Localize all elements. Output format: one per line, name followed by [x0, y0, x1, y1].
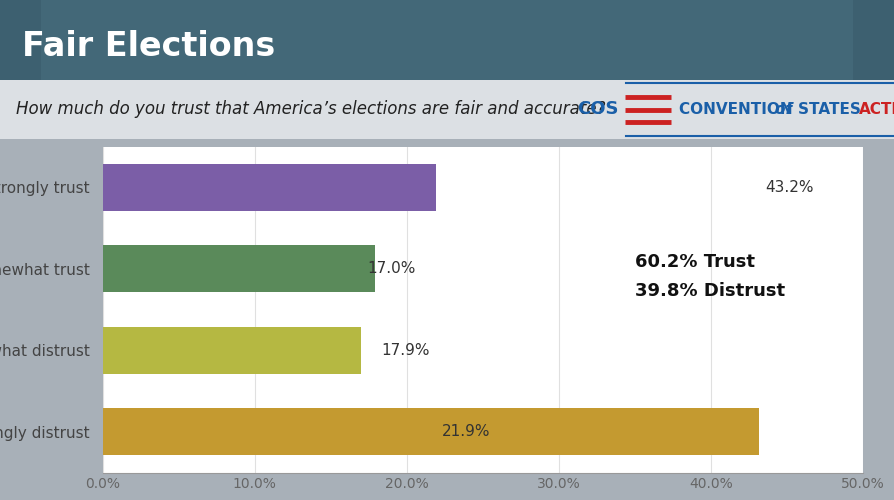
Bar — [103, 408, 759, 456]
Text: 43.2%: 43.2% — [765, 180, 814, 194]
Text: 17.9%: 17.9% — [381, 343, 429, 358]
Text: COS: COS — [577, 100, 618, 118]
Bar — [103, 164, 435, 211]
Text: of: of — [775, 102, 797, 117]
Text: 17.0%: 17.0% — [367, 261, 416, 276]
Text: Fair Elections: Fair Elections — [22, 30, 275, 63]
Bar — [103, 245, 375, 292]
Text: 60.2% Trust
39.8% Distrust: 60.2% Trust 39.8% Distrust — [635, 254, 785, 300]
Text: STATES: STATES — [798, 102, 866, 117]
Text: CONVENTION: CONVENTION — [679, 102, 798, 117]
Text: 21.9%: 21.9% — [442, 424, 490, 440]
Text: How much do you trust that America’s elections are fair and accurate?: How much do you trust that America’s ele… — [16, 100, 605, 118]
Text: ACTION: ACTION — [859, 102, 894, 117]
Bar — [103, 326, 361, 374]
